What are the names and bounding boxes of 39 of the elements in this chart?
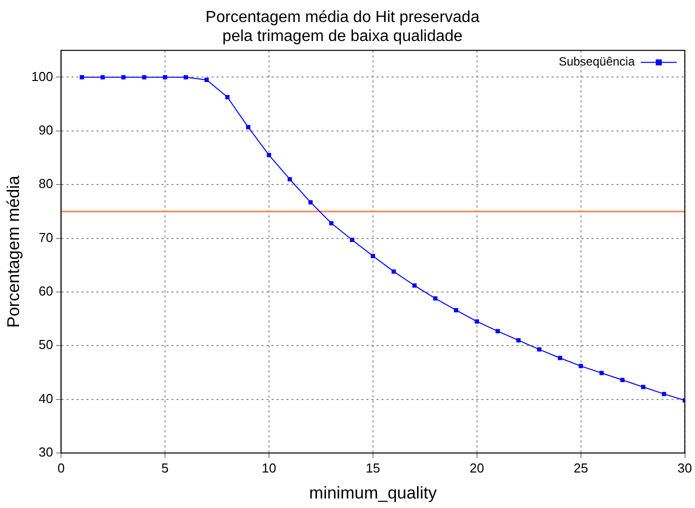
point (578, 364, 583, 368)
y-tick-label: 50 (38, 337, 54, 352)
y-tick-label: 90 (38, 122, 54, 138)
point (80, 75, 84, 80)
point (246, 125, 250, 130)
point (392, 269, 396, 274)
x-tick-label: 30 (678, 460, 692, 476)
point (433, 296, 438, 301)
point (184, 75, 188, 80)
point (162, 75, 168, 80)
point (100, 75, 105, 80)
point (350, 238, 354, 242)
y-tick-label: 100 (31, 68, 54, 84)
y-tick-label: 60 (38, 284, 54, 299)
point (121, 75, 126, 80)
text: pela trimagem de baixa qualidade (222, 28, 463, 46)
x-tick-label: 0 (57, 460, 65, 476)
point (454, 308, 458, 312)
y-tick-label: 80 (38, 176, 54, 192)
x-tick-label: 5 (161, 460, 169, 476)
x-tick-label: 20 (470, 460, 484, 476)
y-tick-label: 40 (38, 390, 54, 406)
x-axis-title: minimum_quality (309, 483, 438, 502)
legend-label: Subseqüência (558, 54, 636, 69)
y-tick-label: 70 (38, 230, 54, 245)
point (308, 200, 313, 204)
point (537, 347, 542, 352)
x-tick-label: 15 (366, 460, 380, 476)
text: Porcentagem média do Hit preservada (206, 9, 480, 26)
point (329, 221, 334, 226)
point (288, 177, 292, 182)
x-tick-label: 10 (262, 460, 276, 476)
point (142, 75, 146, 80)
point (641, 384, 646, 390)
point (516, 338, 521, 342)
x-tick-label: 25 (574, 460, 588, 476)
y-axis-title: Porcentagem média (4, 175, 23, 328)
y-tick-label: 30 (38, 444, 54, 460)
point (496, 329, 500, 334)
